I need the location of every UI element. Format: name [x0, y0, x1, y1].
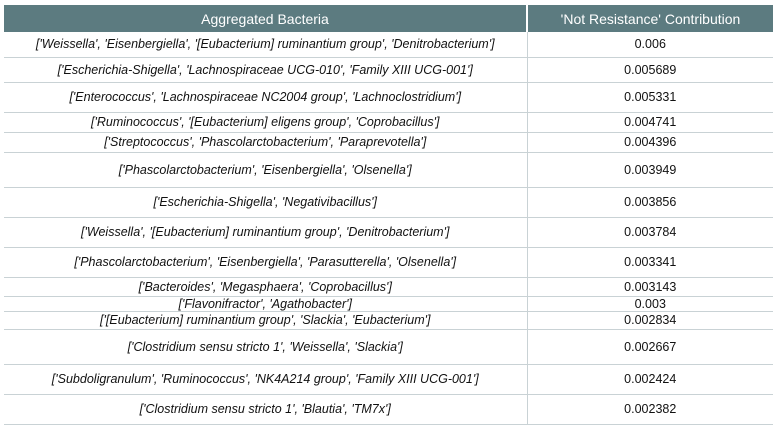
bacteria-cell: ['Subdoligranulum', 'Ruminococcus', 'NK4… — [4, 364, 528, 395]
table-row: ['Phascolarctobacterium', 'Eisenbergiell… — [4, 247, 773, 278]
bacteria-cell: ['Weissella', '[Eubacterium] ruminantium… — [4, 217, 528, 248]
value-cell: 0.002834 — [527, 311, 773, 330]
value-cell: 0.002424 — [527, 364, 773, 395]
value-cell: 0.003 — [527, 296, 773, 312]
bacteria-cell: ['Streptococcus', 'Phascolarctobacterium… — [4, 132, 528, 153]
table-row: ['Enterococcus', 'Lachnospiraceae NC2004… — [4, 82, 773, 113]
bacteria-cell: ['Flavonifractor', 'Agathobacter'] — [4, 296, 528, 312]
value-cell: 0.004741 — [527, 112, 773, 133]
table-row: ['Escherichia-Shigella', 'Lachnospiracea… — [4, 57, 773, 83]
bacteria-cell: ['Escherichia-Shigella', 'Negativibacill… — [4, 187, 528, 218]
contribution-table: Aggregated Bacteria 'Not Resistance' Con… — [4, 5, 773, 425]
bacteria-cell: ['Weissella', 'Eisenbergiella', '[Eubact… — [4, 32, 528, 58]
table-row: ['Flavonifractor', 'Agathobacter'] 0.003 — [4, 296, 773, 312]
bacteria-cell: ['Enterococcus', 'Lachnospiraceae NC2004… — [4, 82, 528, 113]
table-row: ['Bacteroides', 'Megasphaera', 'Coprobac… — [4, 277, 773, 297]
table-row: ['Weissella', '[Eubacterium] ruminantium… — [4, 217, 773, 248]
table-row: ['Phascolarctobacterium', 'Eisenbergiell… — [4, 152, 773, 188]
header-aggregated-bacteria: Aggregated Bacteria — [4, 5, 528, 32]
value-cell: 0.002667 — [527, 329, 773, 365]
table-row: ['[Eubacterium] ruminantium group', 'Sla… — [4, 311, 773, 330]
value-cell: 0.002382 — [527, 394, 773, 425]
bacteria-cell: ['Clostridium sensu stricto 1', 'Weissel… — [4, 329, 528, 365]
table-row: ['Subdoligranulum', 'Ruminococcus', 'NK4… — [4, 364, 773, 395]
table-row: ['Weissella', 'Eisenbergiella', '[Eubact… — [4, 32, 773, 58]
table-row: ['Ruminococcus', '[Eubacterium] eligens … — [4, 112, 773, 133]
value-cell: 0.005331 — [527, 82, 773, 113]
table-row: ['Clostridium sensu stricto 1', 'Blautia… — [4, 394, 773, 425]
table-row: ['Escherichia-Shigella', 'Negativibacill… — [4, 187, 773, 218]
value-cell: 0.003143 — [527, 277, 773, 297]
value-cell: 0.003341 — [527, 247, 773, 278]
header-not-resistance-contribution: 'Not Resistance' Contribution — [527, 5, 773, 32]
value-cell: 0.003856 — [527, 187, 773, 218]
value-cell: 0.006 — [527, 32, 773, 58]
bacteria-cell: ['Phascolarctobacterium', 'Eisenbergiell… — [4, 247, 528, 278]
value-cell: 0.005689 — [527, 57, 773, 83]
bacteria-cell: ['Escherichia-Shigella', 'Lachnospiracea… — [4, 57, 528, 83]
bacteria-cell: ['Phascolarctobacterium', 'Eisenbergiell… — [4, 152, 528, 188]
table-row: ['Streptococcus', 'Phascolarctobacterium… — [4, 132, 773, 153]
header-row: Aggregated Bacteria 'Not Resistance' Con… — [4, 5, 773, 32]
table-row: ['Clostridium sensu stricto 1', 'Weissel… — [4, 329, 773, 365]
bacteria-cell: ['Bacteroides', 'Megasphaera', 'Coprobac… — [4, 277, 528, 297]
table-body: ['Weissella', 'Eisenbergiella', '[Eubact… — [4, 32, 773, 425]
value-cell: 0.003784 — [527, 217, 773, 248]
value-cell: 0.004396 — [527, 132, 773, 153]
bacteria-cell: ['Clostridium sensu stricto 1', 'Blautia… — [4, 394, 528, 425]
bacteria-cell: ['[Eubacterium] ruminantium group', 'Sla… — [4, 311, 528, 330]
value-cell: 0.003949 — [527, 152, 773, 188]
bacteria-cell: ['Ruminococcus', '[Eubacterium] eligens … — [4, 112, 528, 133]
